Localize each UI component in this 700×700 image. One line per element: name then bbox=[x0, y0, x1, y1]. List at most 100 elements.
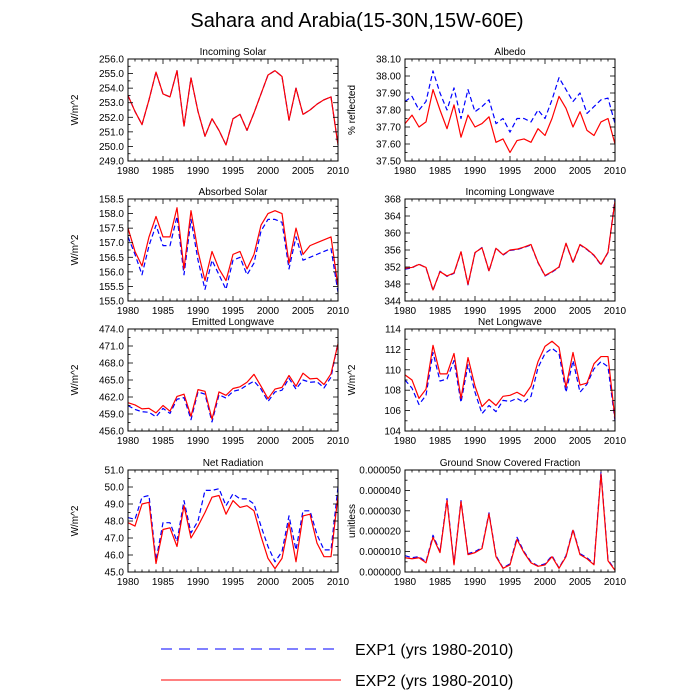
x-tick-label: 1990 bbox=[187, 436, 210, 447]
y-tick-label: 157.5 bbox=[99, 224, 124, 235]
y-tick-label: 0.000010 bbox=[359, 547, 401, 558]
y-axis-label: W/m^2 bbox=[70, 234, 81, 265]
x-tick-label: 2010 bbox=[327, 306, 350, 317]
y-tick-label: 106 bbox=[384, 406, 401, 417]
series-line-exp2 bbox=[127, 207, 339, 287]
y-tick-label: 471.0 bbox=[99, 342, 124, 353]
series-line-exp1 bbox=[127, 215, 339, 293]
legend-label-exp1: EXP1 (yrs 1980-2010) bbox=[355, 642, 513, 659]
y-tick-label: 37.80 bbox=[376, 106, 401, 117]
x-tick-label: 2010 bbox=[604, 436, 627, 447]
y-tick-label: 104 bbox=[384, 427, 401, 438]
x-tick-label: 1995 bbox=[499, 436, 522, 447]
x-tick-label: 1995 bbox=[222, 577, 245, 588]
panel-1: Incoming Solar 1980 1985 1990 1995 2000 2005 20… bbox=[70, 47, 350, 177]
x-tick-label: 2000 bbox=[257, 577, 280, 588]
x-tick-label: 1985 bbox=[429, 166, 452, 177]
y-tick-label: 156.5 bbox=[99, 253, 124, 264]
y-tick-label: 459.0 bbox=[99, 410, 124, 421]
panel-8: Ground Snow Covered Fraction 1980 1985 1990… bbox=[347, 458, 627, 588]
panel-2: Albedo 1980 1985 1990 1995 2000 2005 2010 37.50 3… bbox=[347, 47, 627, 177]
figure-title: Sahara and Arabia(15-30N,15W-60E) bbox=[190, 10, 523, 32]
y-axis-label: % reflected bbox=[347, 85, 358, 135]
y-tick-label: 157.0 bbox=[99, 238, 124, 249]
x-tick-label: 1995 bbox=[222, 306, 245, 317]
y-tick-label: 255.0 bbox=[99, 69, 124, 80]
panel-title: Ground Snow Covered Fraction bbox=[440, 458, 581, 469]
x-tick-label: 1985 bbox=[152, 577, 175, 588]
x-tick-label: 1990 bbox=[464, 306, 487, 317]
panel-title: Net Radiation bbox=[203, 458, 264, 469]
y-tick-label: 37.60 bbox=[376, 140, 401, 151]
y-tick-label: 360 bbox=[384, 229, 401, 240]
legend-label-exp2: EXP2 (yrs 1980-2010) bbox=[355, 673, 513, 690]
panel-title: Albedo bbox=[494, 47, 526, 58]
x-tick-label: 1990 bbox=[464, 577, 487, 588]
legend: EXP1 (yrs 1980-2010) EXP2 (yrs 1980-2010… bbox=[161, 642, 513, 690]
y-tick-label: 45.0 bbox=[105, 568, 125, 579]
y-tick-label: 158.5 bbox=[99, 195, 124, 206]
y-tick-label: 108 bbox=[384, 386, 401, 397]
y-tick-label: 51.0 bbox=[105, 466, 125, 477]
series-line-exp1 bbox=[404, 70, 616, 133]
y-tick-label: 368 bbox=[384, 195, 401, 206]
x-tick-label: 2010 bbox=[604, 166, 627, 177]
y-tick-label: 474.0 bbox=[99, 325, 124, 336]
x-tick-label: 2000 bbox=[534, 436, 557, 447]
x-tick-label: 1980 bbox=[394, 577, 417, 588]
x-tick-label: 2005 bbox=[569, 306, 592, 317]
y-tick-label: 254.0 bbox=[99, 84, 124, 95]
y-tick-label: 256.0 bbox=[99, 55, 124, 66]
x-tick-label: 2010 bbox=[604, 577, 627, 588]
y-axis-label: W/m^2 bbox=[347, 364, 358, 395]
panel-5: Emitted Longwave 1980 1985 1990 1995 2000 2005… bbox=[70, 317, 350, 447]
y-axis-label: W/m^2 bbox=[70, 94, 81, 125]
x-tick-label: 2000 bbox=[534, 577, 557, 588]
y-tick-label: 251.0 bbox=[99, 127, 124, 138]
panel-title: Incoming Longwave bbox=[466, 187, 555, 198]
panel-title: Net Longwave bbox=[478, 317, 542, 328]
x-tick-label: 1980 bbox=[394, 166, 417, 177]
series-line-exp2 bbox=[127, 494, 339, 570]
x-tick-label: 2000 bbox=[534, 166, 557, 177]
series-line-exp1 bbox=[404, 347, 616, 421]
x-tick-label: 1995 bbox=[499, 306, 522, 317]
x-tick-label: 2005 bbox=[292, 436, 315, 447]
y-tick-label: 46.0 bbox=[105, 551, 125, 562]
y-tick-label: 465.0 bbox=[99, 376, 124, 387]
x-tick-label: 1995 bbox=[222, 166, 245, 177]
x-tick-label: 1985 bbox=[429, 577, 452, 588]
x-tick-label: 2010 bbox=[604, 306, 627, 317]
y-tick-label: 112 bbox=[385, 345, 401, 356]
y-tick-label: 49.0 bbox=[105, 500, 125, 511]
plot-frame bbox=[127, 469, 339, 573]
x-tick-label: 2005 bbox=[292, 577, 315, 588]
x-tick-label: 1980 bbox=[117, 577, 140, 588]
series-line-exp1 bbox=[127, 342, 339, 423]
x-tick-label: 1985 bbox=[429, 306, 452, 317]
y-tick-label: 0.000020 bbox=[359, 527, 401, 538]
x-tick-label: 2005 bbox=[292, 166, 315, 177]
series-line-exp1 bbox=[404, 471, 616, 571]
y-tick-label: 114 bbox=[385, 325, 401, 336]
x-tick-label: 1990 bbox=[464, 436, 487, 447]
x-tick-label: 2000 bbox=[534, 306, 557, 317]
x-tick-label: 1990 bbox=[187, 166, 210, 177]
series-line-exp1 bbox=[127, 486, 339, 563]
plot-frame bbox=[127, 328, 339, 432]
x-tick-label: 1995 bbox=[499, 577, 522, 588]
y-tick-label: 0.000040 bbox=[359, 486, 401, 497]
y-tick-label: 249.0 bbox=[99, 157, 124, 168]
x-tick-label: 1980 bbox=[117, 306, 140, 317]
panels: Incoming Solar 1980 1985 1990 1995 2000 2005 20… bbox=[70, 47, 627, 588]
series-line-exp2 bbox=[404, 340, 616, 419]
y-tick-label: 0.000000 bbox=[359, 568, 401, 579]
panel-title: Incoming Solar bbox=[200, 47, 267, 58]
y-axis-label: unitless bbox=[347, 504, 358, 538]
y-tick-label: 158.0 bbox=[99, 209, 124, 220]
x-tick-label: 2005 bbox=[569, 577, 592, 588]
y-tick-label: 0.000030 bbox=[359, 506, 401, 517]
y-tick-label: 462.0 bbox=[99, 393, 124, 404]
x-tick-label: 1995 bbox=[499, 166, 522, 177]
